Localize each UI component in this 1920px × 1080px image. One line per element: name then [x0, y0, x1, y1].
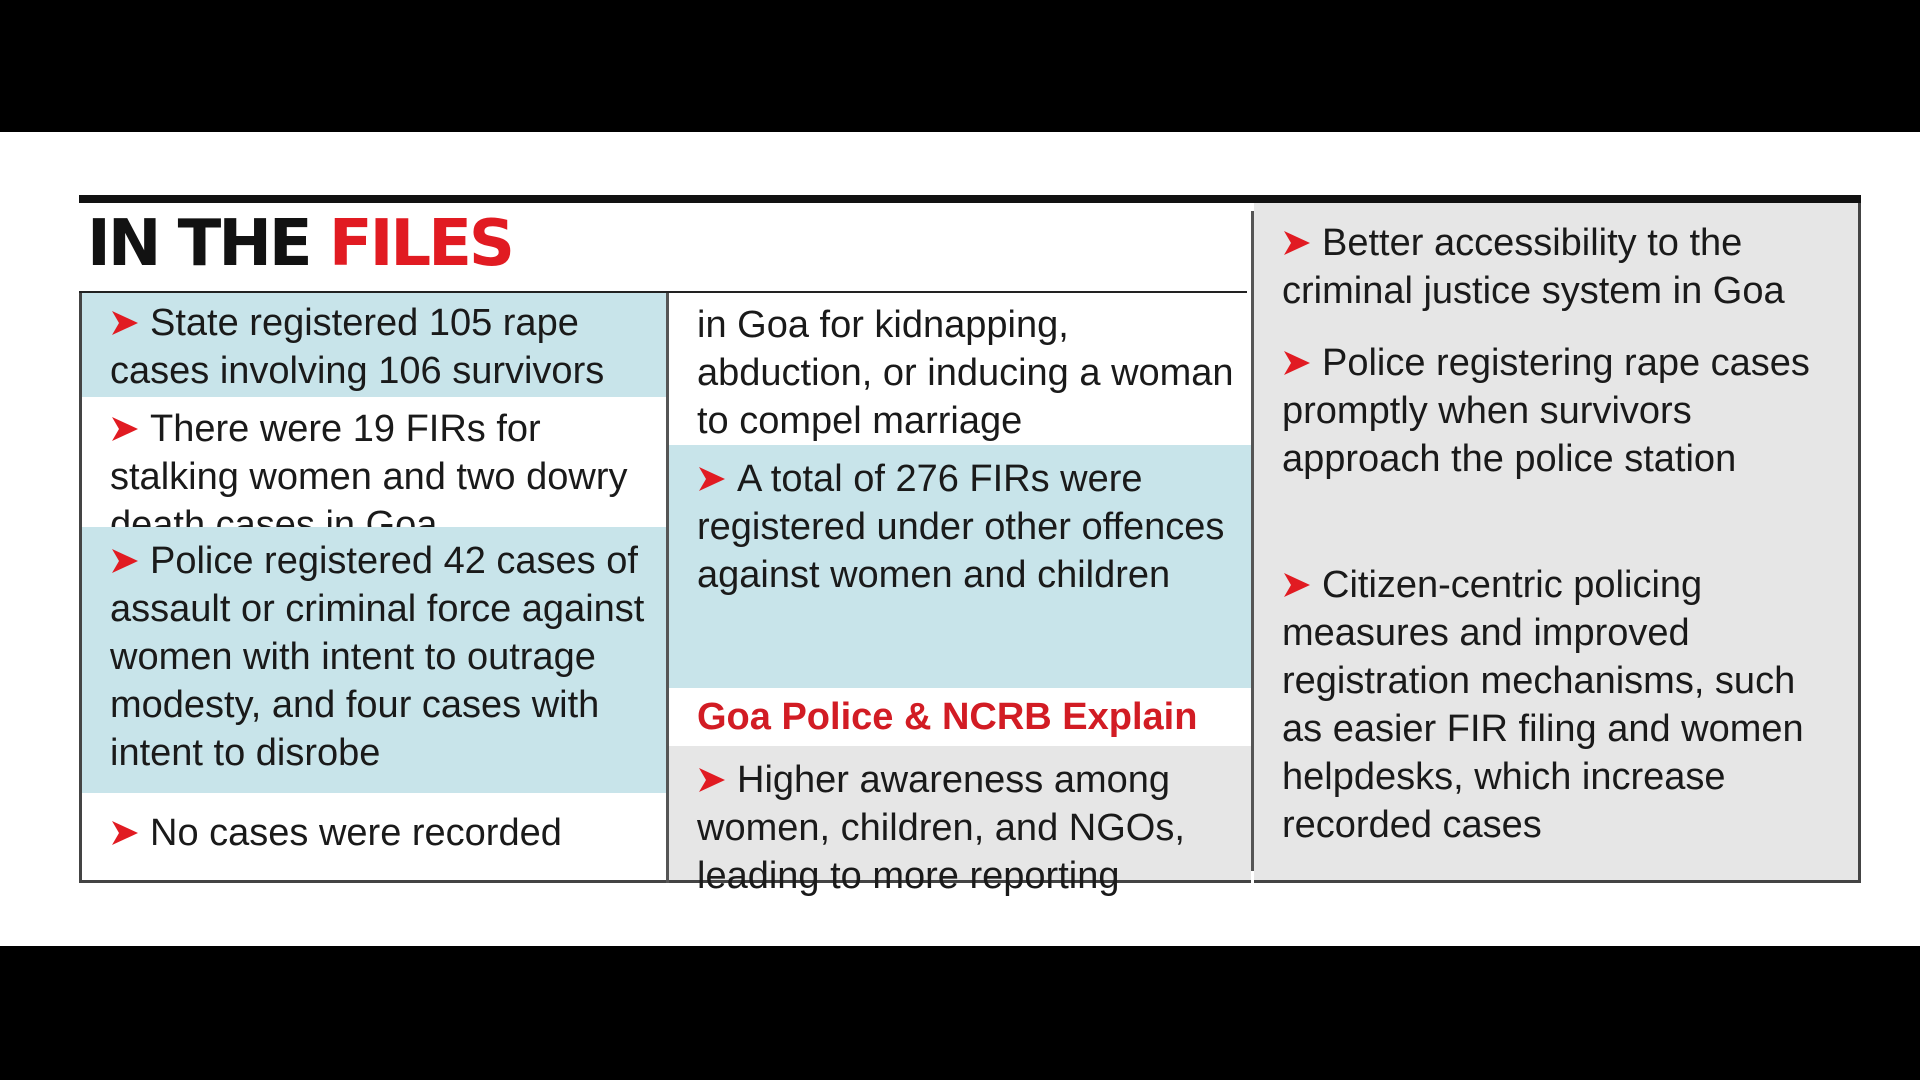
list-item: A total of 276 FIRs were registered unde…	[669, 445, 1251, 688]
column-divider	[1251, 211, 1254, 871]
column-1: State registered 105 rape cases involvin…	[79, 293, 667, 883]
title-part-2: FILES	[328, 207, 515, 281]
red-arrowhead-icon	[697, 766, 727, 794]
explain-heading: Goa Police & NCRB Explain	[669, 688, 1251, 746]
fact-text: State registered 105 rape cases involvin…	[110, 302, 605, 392]
explain-text: Citizen-centric policing measures and im…	[1282, 564, 1804, 846]
explain-text: Police registering rape cases promptly w…	[1282, 342, 1810, 480]
fact-text: There were 19 FIRs for stalking women an…	[110, 408, 628, 546]
explain-text: Higher awareness among women, children, …	[697, 759, 1185, 897]
graphic-title: IN THE FILES	[87, 207, 515, 281]
red-arrowhead-icon	[110, 819, 140, 847]
red-arrowhead-icon	[1282, 571, 1312, 599]
list-item: No cases were recorded	[82, 793, 667, 880]
red-arrowhead-icon	[697, 465, 727, 493]
column-3: Better accessibility to the criminal jus…	[1254, 203, 1861, 883]
title-underline	[79, 291, 1247, 294]
red-arrowhead-icon	[110, 415, 140, 443]
list-item: Higher awareness among women, children, …	[669, 746, 1251, 897]
letterbox-bottom	[0, 946, 1920, 1080]
letterbox-top	[0, 0, 1920, 132]
list-item: Police registered 42 cases of assault or…	[82, 527, 667, 793]
list-item: There were 19 FIRs for stalking women an…	[82, 397, 667, 546]
title-part-1: IN THE	[87, 207, 329, 281]
fact-text: No cases were recorded	[150, 812, 562, 854]
red-arrowhead-icon	[110, 309, 140, 337]
red-arrowhead-icon	[1282, 349, 1312, 377]
list-item: Police registering rape cases promptly w…	[1254, 339, 1858, 554]
explain-text: Better accessibility to the criminal jus…	[1282, 222, 1785, 312]
column-divider	[666, 293, 669, 883]
red-arrowhead-icon	[1282, 229, 1312, 257]
list-item: in Goa for kidnapping, abduction, or ind…	[669, 293, 1251, 445]
list-item: Citizen-centric policing measures and im…	[1254, 561, 1858, 871]
fact-text: A total of 276 FIRs were registered unde…	[697, 458, 1225, 596]
fact-text-continued: in Goa for kidnapping, abduction, or ind…	[697, 304, 1234, 442]
column-2: in Goa for kidnapping, abduction, or ind…	[669, 293, 1251, 897]
list-item: Better accessibility to the criminal jus…	[1254, 219, 1858, 329]
top-rule	[79, 195, 1861, 203]
info-graphic: IN THE FILES State registered 105 rape c…	[79, 203, 1861, 897]
red-arrowhead-icon	[110, 547, 140, 575]
list-item: State registered 105 rape cases involvin…	[82, 293, 667, 397]
fact-text: Police registered 42 cases of assault or…	[110, 540, 645, 774]
